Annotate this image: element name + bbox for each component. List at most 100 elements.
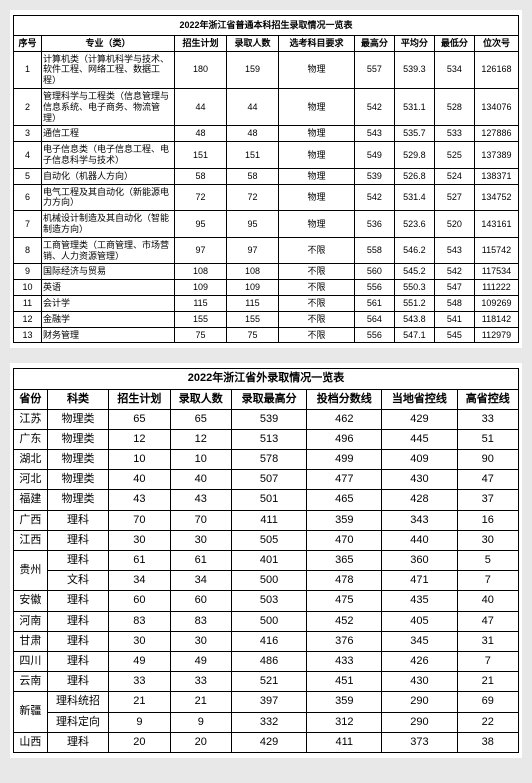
table-cell: 44 xyxy=(175,88,227,125)
table2-header: 招生计划 xyxy=(109,389,170,409)
table-cell: 151 xyxy=(175,142,227,169)
table-row: 河南理科838350045240547 xyxy=(14,611,519,631)
table-cell: 451 xyxy=(307,672,382,692)
table1-header: 选考科目要求 xyxy=(278,35,354,51)
table-cell: 531.4 xyxy=(394,184,434,211)
table1-header: 录取人数 xyxy=(226,35,278,51)
table-cell: 物理 xyxy=(278,126,354,142)
table-cell: 65 xyxy=(170,409,231,429)
table1-header-row: 序号专业（类）招生计划录取人数选考科目要求最高分平均分最低分位次号 xyxy=(14,35,519,51)
table-row: 广西理科707041135934316 xyxy=(14,510,519,530)
province-cell: 新疆 xyxy=(14,692,48,732)
table-cell: 不限 xyxy=(278,237,354,264)
table-cell: 6 xyxy=(14,184,42,211)
table-cell: 福建 xyxy=(14,490,48,510)
table-row: 2管理科学与工程类（信息管理与信息系统、电子商务、物流管理）4444物理5425… xyxy=(14,88,519,125)
table-cell: 43 xyxy=(109,490,170,510)
table-cell: 物理 xyxy=(278,184,354,211)
table-cell: 556 xyxy=(354,327,394,343)
table-cell: 541 xyxy=(434,311,474,327)
table-cell: 561 xyxy=(354,295,394,311)
admissions-table-outside: 2022年浙江省外录取情况一览表 省份科类招生计划录取人数录取最高分投档分数线当… xyxy=(13,368,519,753)
table1-header: 位次号 xyxy=(474,35,518,51)
table-cell: 499 xyxy=(307,450,382,470)
table-cell: 12 xyxy=(170,429,231,449)
table-cell: 445 xyxy=(382,429,457,449)
table-cell: 558 xyxy=(354,237,394,264)
table-cell: 广西 xyxy=(14,510,48,530)
table-row: 10英语109109不限556550.3547111222 xyxy=(14,280,519,296)
table-cell: 496 xyxy=(307,429,382,449)
table-row: 新疆理科统招212139735929069 xyxy=(14,692,519,712)
table-cell: 不限 xyxy=(278,264,354,280)
table-cell: 115742 xyxy=(474,237,518,264)
table-cell: 90 xyxy=(457,450,518,470)
table-row: 13财务管理7575不限556547.1545112979 xyxy=(14,327,519,343)
table-cell: 31 xyxy=(457,631,518,651)
table-cell: 电子信息类（电子信息工程、电子信息科学与技术） xyxy=(42,142,175,169)
table-row: 云南理科333352145143021 xyxy=(14,672,519,692)
table-cell: 543 xyxy=(434,237,474,264)
table-cell: 547 xyxy=(434,280,474,296)
table-cell: 462 xyxy=(307,409,382,429)
table-cell: 126168 xyxy=(474,51,518,88)
table-cell: 543.8 xyxy=(394,311,434,327)
table1-header: 最低分 xyxy=(434,35,474,51)
table-cell: 2 xyxy=(14,88,42,125)
table-cell: 48 xyxy=(226,126,278,142)
table1-title: 2022年浙江省普通本科招生录取情况一览表 xyxy=(14,16,519,36)
table-cell: 物理 xyxy=(278,88,354,125)
table-row: 安徽理科606050347543540 xyxy=(14,591,519,611)
table-cell: 30 xyxy=(109,530,170,550)
table-cell: 536 xyxy=(354,211,394,238)
table-cell: 物理 xyxy=(278,211,354,238)
table-cell: 江西 xyxy=(14,530,48,550)
table-cell: 359 xyxy=(307,692,382,712)
table-cell: 426 xyxy=(382,651,457,671)
table-cell: 48 xyxy=(175,126,227,142)
table-cell: 37 xyxy=(457,490,518,510)
table-cell: 409 xyxy=(382,450,457,470)
table-cell: 549 xyxy=(354,142,394,169)
table-cell: 430 xyxy=(382,470,457,490)
table-cell: 43 xyxy=(170,490,231,510)
table-cell: 75 xyxy=(175,327,227,343)
table-cell: 物理类 xyxy=(47,409,108,429)
table-cell: 30 xyxy=(457,530,518,550)
admissions-table-zhejiang: 2022年浙江省普通本科招生录取情况一览表 序号专业（类）招生计划录取人数选考科… xyxy=(13,15,519,343)
table-cell: 理科 xyxy=(47,672,108,692)
table-cell: 411 xyxy=(232,510,307,530)
table-cell: 108 xyxy=(175,264,227,280)
table-cell: 533 xyxy=(434,126,474,142)
table-cell: 30 xyxy=(170,530,231,550)
table-cell: 云南 xyxy=(14,672,48,692)
table-cell: 159 xyxy=(226,51,278,88)
table-cell: 528 xyxy=(434,88,474,125)
table-cell: 物理类 xyxy=(47,429,108,449)
table-cell: 7 xyxy=(14,211,42,238)
table-row: 江苏物理类656553946242933 xyxy=(14,409,519,429)
table-cell: 理科 xyxy=(47,591,108,611)
table-cell: 理科 xyxy=(47,651,108,671)
table-cell: 5 xyxy=(14,168,42,184)
table-cell: 70 xyxy=(170,510,231,530)
table-cell: 112979 xyxy=(474,327,518,343)
table-cell: 360 xyxy=(382,551,457,571)
table-cell: 69 xyxy=(457,692,518,712)
table-cell: 40 xyxy=(109,470,170,490)
table-cell: 物理 xyxy=(278,142,354,169)
table-cell: 60 xyxy=(109,591,170,611)
table-cell: 理科定向 xyxy=(47,712,108,732)
table-cell: 411 xyxy=(307,732,382,752)
table1-header: 平均分 xyxy=(394,35,434,51)
table-cell: 564 xyxy=(354,311,394,327)
province-cell: 贵州 xyxy=(14,551,48,591)
table-cell: 通信工程 xyxy=(42,126,175,142)
table-cell: 47 xyxy=(457,470,518,490)
table-cell: 500 xyxy=(232,571,307,591)
table-cell: 51 xyxy=(457,429,518,449)
table-cell: 物理类 xyxy=(47,470,108,490)
table-cell: 10 xyxy=(14,280,42,296)
table-cell: 155 xyxy=(226,311,278,327)
table-cell: 广东 xyxy=(14,429,48,449)
